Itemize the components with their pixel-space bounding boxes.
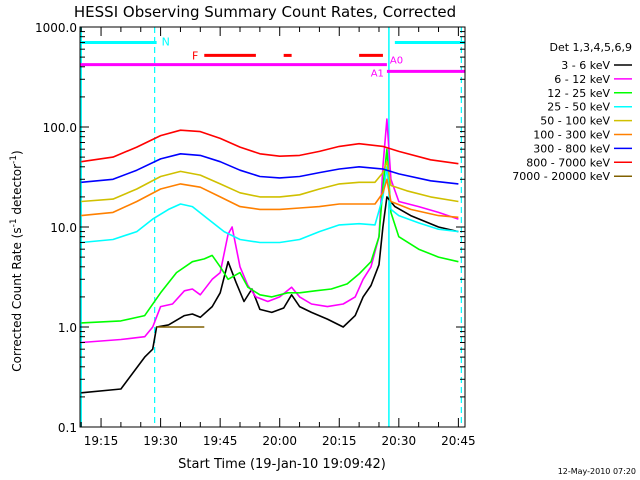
series-line-5 (81, 178, 459, 219)
x-tick-label: 19:15 (84, 434, 119, 448)
series-line-7 (81, 129, 459, 165)
footer-timestamp: 12-May-2010 07:20 (558, 467, 636, 476)
legend-title: Det 1,3,4,5,6,9 (549, 41, 632, 54)
y-tick-label: 100.0 (43, 121, 77, 135)
flare-bar-label: F (192, 49, 198, 62)
series-line-0 (81, 196, 459, 394)
series-line-1 (81, 118, 459, 344)
legend-entry-label: 6 - 12 keV (554, 73, 610, 86)
x-tick-label: 20:15 (322, 434, 357, 448)
legend-entry-label: 50 - 100 keV (540, 115, 610, 128)
y-tick-label: 1000.0 (35, 21, 77, 35)
attenuator-a1-label: A1 (371, 68, 384, 79)
series-line-4 (81, 160, 459, 203)
legend-entry-label: 25 - 50 keV (547, 101, 610, 114)
y-axis: 0.1 1.0 10.0 100.0 1000.0 (35, 21, 465, 435)
y-tick-label: 1.0 (58, 321, 77, 335)
y-tick-label: 0.1 (58, 421, 77, 435)
night-bar-label: N (162, 35, 170, 48)
series-layer (81, 118, 459, 394)
y-tick-label: 10.0 (50, 221, 77, 235)
y-axis-label: Corrected Count Rate (s-1 detector-1) (9, 150, 24, 371)
attenuator-a0-label: A0 (390, 56, 403, 67)
x-tick-label: 19:45 (203, 434, 238, 448)
series-line-3 (81, 166, 459, 244)
series-line-6 (81, 153, 459, 185)
legend-entry-label: 800 - 7000 keV (526, 156, 610, 169)
legend-entry-label: 3 - 6 keV (561, 59, 610, 72)
annotation-layer: N F A0 A1 (80, 27, 465, 427)
x-axis-label: Start Time (19-Jan-10 19:09:42) (178, 457, 386, 472)
legend-entry-label: 12 - 25 keV (547, 87, 610, 100)
x-tick-label: 20:00 (262, 434, 297, 448)
x-tick-label: 20:45 (441, 434, 476, 448)
chart-title: HESSI Observing Summary Count Rates, Cor… (74, 3, 456, 21)
legend-entry-label: 7000 - 20000 keV (512, 170, 610, 183)
x-tick-label: 20:30 (382, 434, 417, 448)
x-axis: 19:15 19:30 19:45 20:00 20:15 20:30 20:45 (80, 27, 476, 448)
x-tick-label: 19:30 (143, 434, 178, 448)
legend-entry-label: 300 - 800 keV (533, 142, 610, 155)
legend-entry-label: 100 - 300 keV (533, 129, 610, 142)
